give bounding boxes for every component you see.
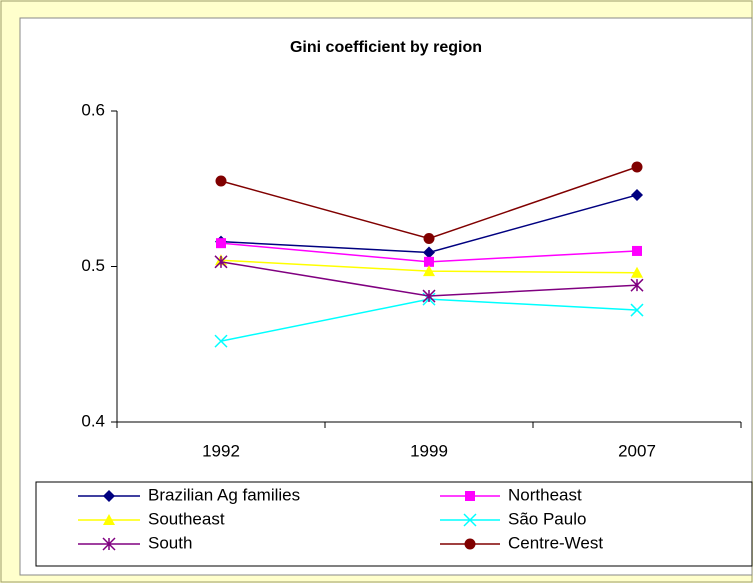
marker <box>103 490 115 502</box>
marker <box>632 245 642 256</box>
marker <box>423 233 435 245</box>
marker <box>214 255 228 269</box>
y-tick-label: 0.6 <box>81 100 105 119</box>
chart-title: Gini coefficient by region <box>290 39 482 56</box>
marker <box>631 188 643 201</box>
marker <box>463 513 477 527</box>
marker <box>103 514 115 525</box>
legend-label: Southeast <box>148 509 225 528</box>
y-tick-label: 0.5 <box>81 256 105 275</box>
marker <box>215 175 227 187</box>
x-tick-label: 2007 <box>618 441 656 460</box>
legend <box>35 481 753 567</box>
marker <box>214 334 228 348</box>
marker <box>216 238 226 249</box>
marker <box>630 278 644 292</box>
marker <box>464 538 476 550</box>
legend-label: Centre-West <box>508 533 603 552</box>
marker <box>423 265 435 277</box>
marker <box>424 256 434 267</box>
marker <box>102 537 116 551</box>
legend-label: South <box>148 533 192 552</box>
x-tick-label: 1992 <box>202 441 240 460</box>
marker <box>631 266 643 278</box>
marker <box>631 161 643 173</box>
marker <box>465 491 475 501</box>
marker <box>630 303 644 317</box>
marker <box>423 246 435 259</box>
y-tick-label: 0.4 <box>81 411 105 430</box>
x-tick-label: 1999 <box>410 441 448 460</box>
legend-label: Brazilian Ag families <box>148 485 300 504</box>
legend-label: São Paulo <box>508 509 586 528</box>
marker <box>422 289 436 303</box>
legend-label: Northeast <box>508 485 582 504</box>
